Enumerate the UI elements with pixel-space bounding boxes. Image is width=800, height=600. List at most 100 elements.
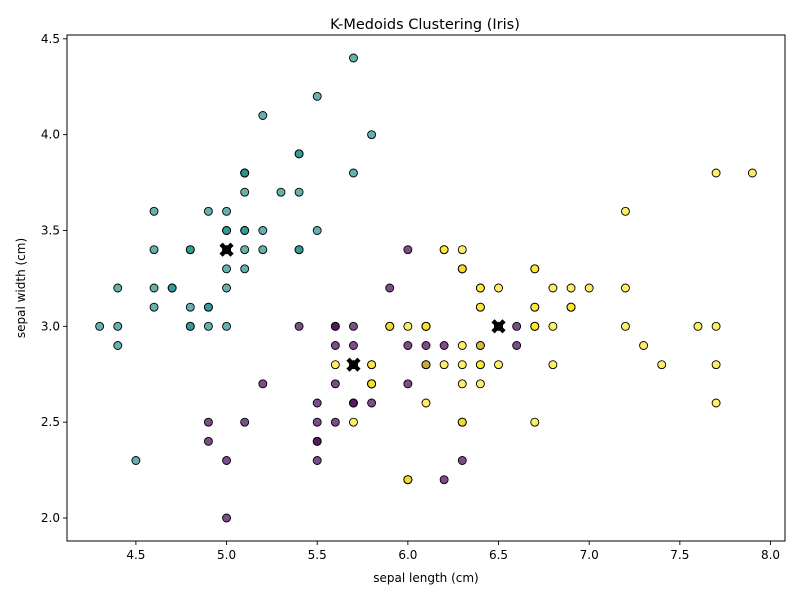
data-point-cluster-0 bbox=[403, 341, 413, 350]
data-point-cluster-2 bbox=[711, 398, 721, 408]
data-point-cluster-1 bbox=[222, 206, 232, 216]
data-point-cluster-2 bbox=[475, 302, 485, 312]
x-tick-label: 4.5 bbox=[126, 548, 145, 562]
data-point-cluster-1 bbox=[258, 245, 268, 255]
data-point-cluster-0 bbox=[385, 283, 395, 293]
medoid-marker bbox=[491, 319, 506, 334]
data-point-cluster-0 bbox=[312, 436, 322, 446]
data-point-cluster-1 bbox=[276, 187, 286, 197]
data-point-cluster-0 bbox=[330, 417, 340, 427]
data-point-cluster-2 bbox=[584, 283, 594, 293]
y-axis-title: sepal width (cm) bbox=[14, 238, 28, 338]
data-point-cluster-2 bbox=[711, 321, 721, 331]
data-point-cluster-2 bbox=[421, 398, 431, 408]
data-point-cluster-2 bbox=[620, 283, 630, 293]
data-point-cluster-2 bbox=[457, 264, 467, 274]
y-axis: 2.0 2.5 3.0 3.5 4.0 4.5 bbox=[41, 32, 67, 525]
data-point-cluster-0 bbox=[439, 341, 449, 350]
data-point-cluster-2 bbox=[657, 360, 667, 370]
x-tick-label: 8.0 bbox=[761, 548, 780, 562]
y-tick-label: 3.0 bbox=[41, 319, 60, 333]
data-point-cluster-1 bbox=[312, 226, 322, 235]
plot-area bbox=[67, 35, 785, 541]
data-point-cluster-2 bbox=[457, 360, 467, 370]
data-point-cluster-2 bbox=[475, 379, 485, 389]
data-point-cluster-0 bbox=[367, 398, 377, 408]
data-point-cluster-1 bbox=[203, 206, 213, 216]
medoid-marker bbox=[346, 357, 361, 372]
data-point-cluster-0 bbox=[439, 475, 449, 485]
data-point-cluster-2 bbox=[475, 360, 485, 370]
data-point-cluster-2 bbox=[530, 321, 540, 331]
data-point-cluster-2 bbox=[367, 379, 377, 389]
data-point-cluster-1 bbox=[222, 283, 232, 293]
x-tick-label: 6.0 bbox=[398, 548, 417, 562]
data-point-cluster-2 bbox=[620, 321, 630, 331]
data-point-cluster-2 bbox=[548, 321, 558, 331]
data-point-cluster-1 bbox=[294, 187, 304, 197]
data-point-cluster-0 bbox=[222, 513, 232, 523]
data-point-cluster-0 bbox=[240, 417, 250, 427]
data-point-cluster-2 bbox=[747, 168, 757, 178]
data-point-cluster-2 bbox=[693, 321, 703, 331]
data-point-cluster-0 bbox=[512, 321, 522, 331]
data-point-cluster-0 bbox=[258, 379, 268, 389]
data-point-cluster-1 bbox=[185, 302, 195, 312]
data-point-cluster-0 bbox=[312, 456, 322, 465]
y-tick-label: 4.5 bbox=[41, 32, 60, 46]
data-point-cluster-1 bbox=[222, 226, 232, 235]
data-point-cluster-2 bbox=[475, 283, 485, 293]
data-point-cluster-1 bbox=[185, 321, 195, 331]
y-tick-label: 3.5 bbox=[41, 224, 60, 238]
data-point-cluster-1 bbox=[149, 245, 159, 255]
y-tick-label: 4.0 bbox=[41, 128, 60, 142]
data-point-cluster-2 bbox=[349, 417, 358, 427]
data-point-cluster-2 bbox=[475, 341, 485, 350]
x-axis-title: sepal length (cm) bbox=[373, 571, 478, 585]
data-point-cluster-1 bbox=[240, 168, 250, 178]
data-point-cluster-2 bbox=[494, 283, 503, 293]
data-point-cluster-2 bbox=[421, 321, 431, 331]
data-point-cluster-2 bbox=[403, 475, 413, 485]
data-point-cluster-2 bbox=[439, 360, 449, 370]
data-point-cluster-1 bbox=[367, 130, 377, 140]
data-point-cluster-1 bbox=[258, 226, 268, 235]
y-tick-label: 2.0 bbox=[41, 511, 60, 525]
data-point-cluster-0 bbox=[222, 456, 232, 465]
data-point-cluster-1 bbox=[258, 111, 268, 120]
data-point-cluster-2 bbox=[530, 264, 540, 274]
data-point-cluster-0 bbox=[330, 341, 340, 350]
data-point-cluster-2 bbox=[494, 360, 503, 370]
data-point-cluster-1 bbox=[294, 245, 304, 255]
data-point-cluster-0 bbox=[512, 341, 522, 350]
data-point-cluster-2 bbox=[620, 206, 630, 216]
data-point-cluster-2 bbox=[711, 360, 721, 370]
medoids-layer bbox=[219, 242, 506, 372]
data-point-cluster-1 bbox=[240, 264, 250, 274]
data-point-cluster-0 bbox=[312, 417, 322, 427]
data-point-cluster-1 bbox=[222, 264, 232, 274]
data-point-cluster-1 bbox=[312, 91, 322, 101]
data-point-cluster-1 bbox=[349, 168, 358, 178]
x-tick-label: 7.5 bbox=[670, 548, 689, 562]
data-point-cluster-1 bbox=[167, 283, 177, 293]
data-point-cluster-2 bbox=[403, 321, 413, 331]
data-point-cluster-0 bbox=[294, 321, 304, 331]
x-tick-label: 7.0 bbox=[580, 548, 599, 562]
data-point-cluster-1 bbox=[149, 283, 159, 293]
data-point-cluster-1 bbox=[240, 226, 250, 235]
data-point-cluster-0 bbox=[403, 379, 413, 389]
data-point-cluster-1 bbox=[149, 206, 159, 216]
data-point-cluster-1 bbox=[240, 245, 250, 255]
data-point-cluster-0 bbox=[403, 245, 413, 255]
data-point-cluster-0 bbox=[330, 321, 340, 331]
data-point-cluster-1 bbox=[203, 302, 213, 312]
data-point-cluster-2 bbox=[566, 283, 576, 293]
data-point-cluster-2 bbox=[421, 360, 431, 370]
data-point-cluster-0 bbox=[349, 398, 358, 408]
data-point-cluster-1 bbox=[240, 187, 250, 197]
x-tick-label: 5.5 bbox=[308, 548, 327, 562]
data-point-cluster-2 bbox=[548, 360, 558, 370]
data-point-cluster-1 bbox=[131, 456, 141, 465]
data-point-cluster-2 bbox=[385, 321, 395, 331]
